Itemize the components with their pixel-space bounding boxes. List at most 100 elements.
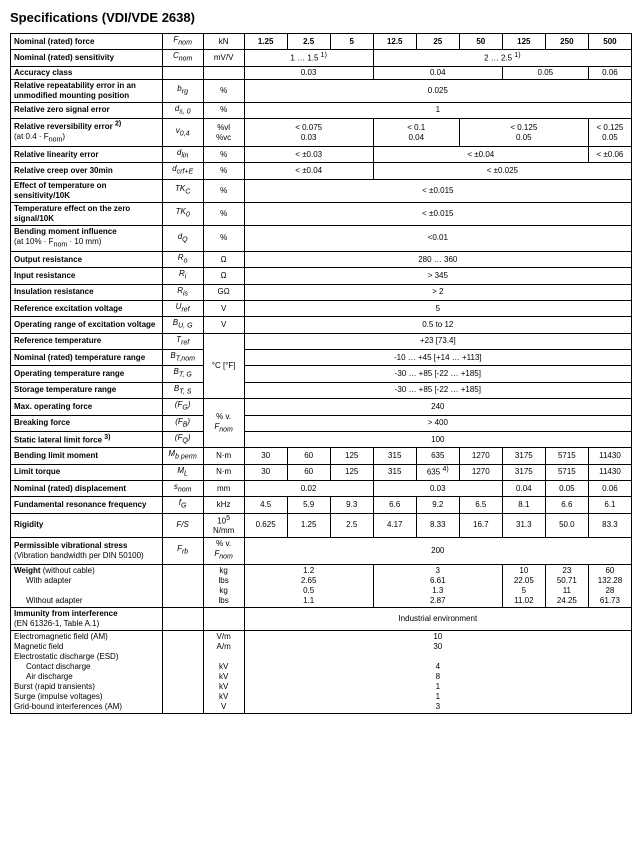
unit: % [203,225,244,251]
unit: %vl%vc [203,119,244,147]
v: 5 [244,301,631,317]
v: 3175 [502,464,545,480]
v: 3175 [502,448,545,464]
v: +23 [73.4] [244,333,631,349]
v: 1 … 1.5 1) [244,50,373,66]
symbol: BT, G [162,366,203,382]
label: Relative reversibility error 2)(at 0.4 ·… [11,119,163,147]
symbol: BT,nom [162,350,203,366]
symbol: ds, 0 [162,102,203,118]
unit: % [203,179,244,202]
row-vibration: Permissible vibrational stress(Vibration… [11,538,632,564]
symbol: (FB) [162,415,203,431]
label: Immunity from interference(EN 61326-1, T… [11,607,163,630]
row-repeatability: Relative repeatability error in an unmod… [11,79,632,102]
label: Bending limit moment [11,448,163,464]
v: 1.25 [244,34,287,50]
label: Static lateral limit force 3) [11,431,163,447]
v: 36.611.32.87 [373,564,502,607]
row-max-op-force: Max. operating force (FG) % v.Fnom 240 [11,399,632,415]
row-nominal-sensitivity: Nominal (rated) sensitivity Cnom mV/V 1 … [11,50,632,66]
v: < ±0.04 [373,147,588,163]
v: 5 [330,34,373,50]
label: Relative zero signal error [11,102,163,118]
label: Input resistance [11,268,163,284]
v: 0.04 [502,480,545,496]
v: -30 … +85 [-22 … +185] [244,366,631,382]
v: 635 4) [416,464,459,480]
symbol: Mb perm [162,448,203,464]
v: 8.33 [416,513,459,538]
unit: mm [203,480,244,496]
row-ref-temp: Reference temperature Tref °C [°F] +23 [… [11,333,632,349]
label: Accuracy class [11,66,163,79]
label: Output resistance [11,252,163,268]
symbol: Frb [162,538,203,564]
label: Permissible vibrational stress(Vibration… [11,538,163,564]
v: 0.05 [545,480,588,496]
label: Operating temperature range [11,366,163,382]
v: 30 [244,448,287,464]
v: 2 … 2.5 1) [373,50,631,66]
v: 83.3 [588,513,631,538]
v: < ±0.015 [244,179,631,202]
label: Electromagnetic field (AM) Magnetic fiel… [11,630,163,713]
unit: V/m A/m kV kV kV kV V [203,630,244,713]
symbol: Ri [162,268,203,284]
symbol: v0,4 [162,119,203,147]
symbol: dcrf+E [162,163,203,179]
v: 1.25 [287,513,330,538]
v: 635 [416,448,459,464]
v: 2.5 [287,34,330,50]
row-accuracy-class: Accuracy class 0.03 0.04 0.05 0.06 [11,66,632,79]
v: 5.9 [287,497,330,513]
unit: % [203,102,244,118]
v: 30 [244,464,287,480]
row-bending-influence: Bending moment influence(at 10% · Fnom ·… [11,225,632,251]
v: 0.06 [588,480,631,496]
v: 4.5 [244,497,287,513]
unit: kHz [203,497,244,513]
v: 6.1 [588,497,631,513]
row-temp-sensitivity: Effect of temperature on sensitivity/10K… [11,179,632,202]
v: 2350.711124.25 [545,564,588,607]
row-weight: Weight (without cable)With adapterWithou… [11,564,632,607]
label: Effect of temperature on sensitivity/10K [11,179,163,202]
unit: mV/V [203,50,244,66]
symbol: F/S [162,513,203,538]
label: Relative linearity error [11,147,163,163]
symbol: TK0 [162,202,203,225]
row-temp-zero: Temperature effect on the zero signal/10… [11,202,632,225]
unit: kglbskglbs [203,564,244,607]
label: Nominal (rated) force [11,34,163,50]
v: < ±0.06 [588,147,631,163]
v: 10 30 4 8 1 1 3 [244,630,631,713]
v: < 0.1250.05 [588,119,631,147]
v: 100 [244,431,631,447]
symbol: Uref [162,301,203,317]
symbol: Ris [162,284,203,300]
label: Limit torque [11,464,163,480]
v: 125 [330,448,373,464]
v: 31.3 [502,513,545,538]
v: 125 [330,464,373,480]
v: 0.02 [244,480,373,496]
row-breaking-force: Breaking force (FB) > 400 [11,415,632,431]
v: 0.5 to 12 [244,317,631,333]
symbol [162,630,203,713]
v: 0.625 [244,513,287,538]
unit: Ω [203,252,244,268]
v: -10 … +45 [+14 … +113] [244,350,631,366]
v: 12.5 [373,34,416,50]
v: 6.6 [545,497,588,513]
label: Weight (without cable)With adapterWithou… [11,564,163,607]
label: Max. operating force [11,399,163,415]
symbol: dQ [162,225,203,251]
v: -30 … +85 [-22 … +185] [244,382,631,398]
v: 200 [244,538,631,564]
unit: V [203,317,244,333]
row-lateral-limit: Static lateral limit force 3) (FQ) 100 [11,431,632,447]
unit: % v.Fnom [203,399,244,448]
v: 60 [287,464,330,480]
symbol: BT, S [162,382,203,398]
